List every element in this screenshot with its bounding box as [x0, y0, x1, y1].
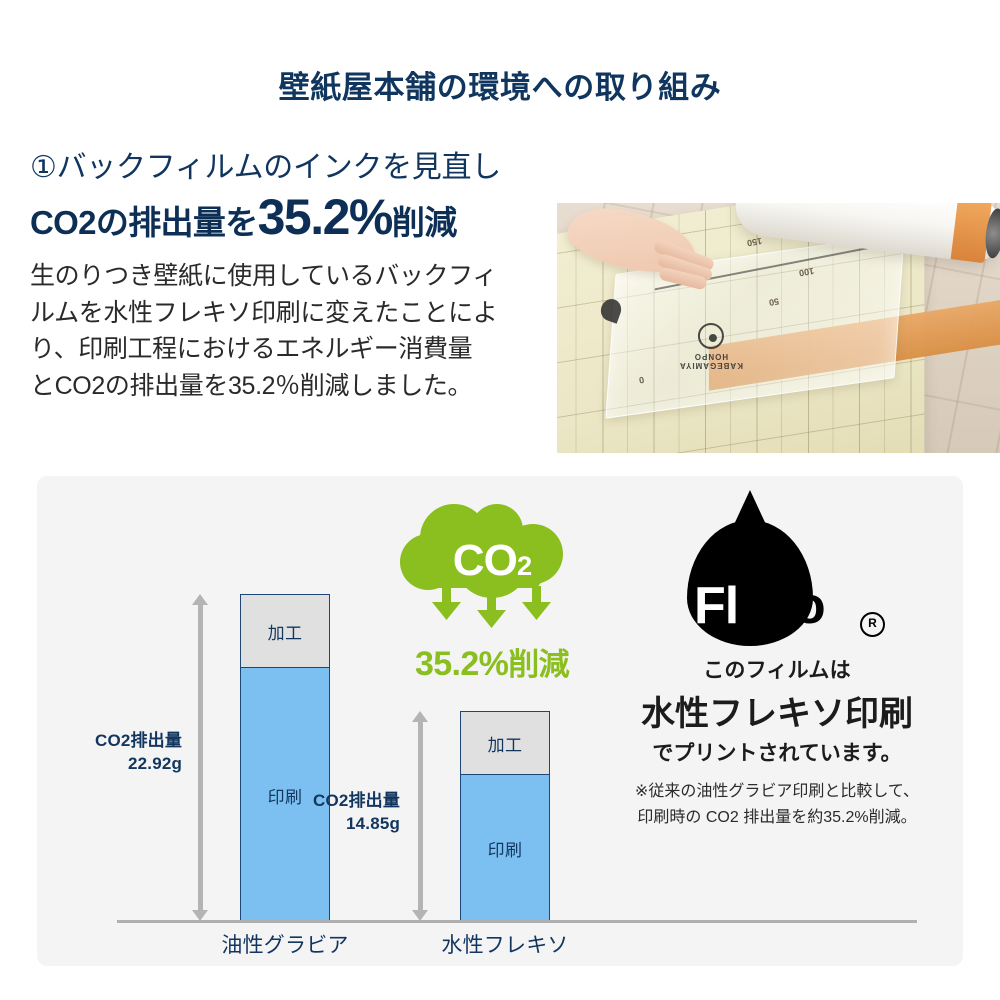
- intro-heading-suffix: 削減: [391, 204, 457, 242]
- co2-cloud-icon: CO2: [392, 502, 592, 637]
- chart-card: CO2 35.2%削減 CO2排出量 22.92g 加工 印刷 CO2排出量 1…: [37, 476, 963, 966]
- bar-segment-insatsu: 印刷: [241, 668, 329, 922]
- arrow-shaft: [418, 721, 423, 911]
- measure-caption: CO2排出量: [313, 791, 400, 810]
- flexo-panel: Flexo R このフィルムは 水性フレキソ印刷 でプリントされています。 ※従…: [607, 520, 947, 830]
- bar-water-flexo: 加工 印刷: [460, 711, 550, 922]
- bar-segment-kakou: 加工: [461, 712, 549, 775]
- flexo-footnote-line: ※従来の油性グラビア印刷と比較して、: [634, 783, 920, 800]
- co2-subscript: 2: [516, 550, 532, 581]
- intro-heading-prefix: CO2の排出量を: [30, 204, 258, 242]
- co2-reduction-value: 35.2%: [414, 645, 509, 683]
- intro-body-text: 生のりつき壁紙に使用しているバックフィ ルムを水性フレキソ印刷に変えたことによ …: [30, 258, 550, 405]
- bar-segment-insatsu: 印刷: [461, 775, 549, 922]
- flexo-logo: Flexo R: [662, 520, 892, 648]
- ink-drop-icon: [687, 520, 813, 646]
- intro-block: ①バックフィルムのインクを見直し CO2の排出量を35.2%削減 生のりつき壁紙…: [30, 150, 550, 405]
- intro-body-line: とCO2の排出量を35.2％削減しました。: [30, 372, 473, 401]
- category-label-water-flexo: 水性フレキソ: [441, 934, 569, 957]
- co2-reduction-text: 35.2%削減: [367, 639, 617, 684]
- chart-baseline: [117, 920, 917, 923]
- flexo-footnote-line: 印刷時の CO2 排出量を約35.2%削減。: [637, 808, 917, 826]
- flexo-wordmark: Flexo: [694, 577, 826, 635]
- flexo-text-line3: でプリントされています。: [652, 742, 902, 765]
- intro-heading-percent: 35.2%: [257, 189, 394, 246]
- bar-oil-gravure: 加工 印刷: [240, 594, 330, 922]
- intro-body-line: ルムを水性フレキソ印刷に変えたことによ: [30, 298, 498, 327]
- arrow-head-down-icon: [412, 910, 428, 921]
- intro-body-line: 生のりつき壁紙に使用しているバックフィ: [30, 261, 497, 290]
- co2-reduction-badge: CO2 35.2%削減: [367, 502, 617, 684]
- co2-cloud-label: CO2: [392, 536, 592, 586]
- intro-heading-secondary: CO2の排出量を35.2%削減: [30, 191, 550, 244]
- arrow-head-down-icon: [192, 910, 208, 921]
- measure-label-left: CO2排出量 22.92g: [57, 730, 182, 776]
- flexo-text-line1: このフィルムは: [703, 659, 851, 682]
- measure-value: 22.92g: [128, 753, 182, 773]
- product-photo: KABEGAMIYA HONPO 0 50 100 150: [557, 203, 1000, 453]
- photo-brand-logo: KABEGAMIYA HONPO: [679, 323, 743, 370]
- intro-body-line: り、印刷工程におけるエネルギー消費量: [30, 335, 473, 364]
- bar-segment-kakou: 加工: [241, 595, 329, 668]
- measure-label-right: CO2排出量 14.85g: [275, 790, 400, 836]
- category-label-oil-gravure: 油性グラビア: [221, 934, 349, 957]
- intro-heading-primary: ①バックフィルムのインクを見直し: [30, 151, 501, 184]
- flexo-wordmark-outside: exo: [738, 577, 826, 635]
- co2-reduction-suffix: 削減: [508, 647, 570, 682]
- arrow-head-up-icon: [412, 711, 428, 722]
- flexo-wordmark-inside: Fl: [694, 577, 739, 635]
- co2-text: CO: [452, 536, 518, 585]
- measure-arrow-left: [192, 594, 208, 921]
- flexo-footnote: ※従来の油性グラビア印刷と比較して、 印刷時の CO2 排出量を約35.2%削減…: [607, 779, 947, 830]
- arrow-shaft: [198, 604, 203, 911]
- photo-ruler-mark: 50: [768, 296, 780, 308]
- arrow-head-up-icon: [192, 594, 208, 605]
- photo-brand-mark-icon: [697, 323, 724, 349]
- measure-arrow-right: [412, 711, 428, 921]
- page-title: 壁紙屋本舗の環境への取り組み: [278, 70, 722, 105]
- flexo-text-line2: 水性フレキソ印刷: [641, 695, 913, 733]
- co2-cloud-svg: [400, 504, 563, 628]
- measure-value: 14.85g: [346, 813, 400, 833]
- registered-trademark-icon: R: [860, 612, 885, 637]
- measure-caption: CO2排出量: [95, 731, 182, 750]
